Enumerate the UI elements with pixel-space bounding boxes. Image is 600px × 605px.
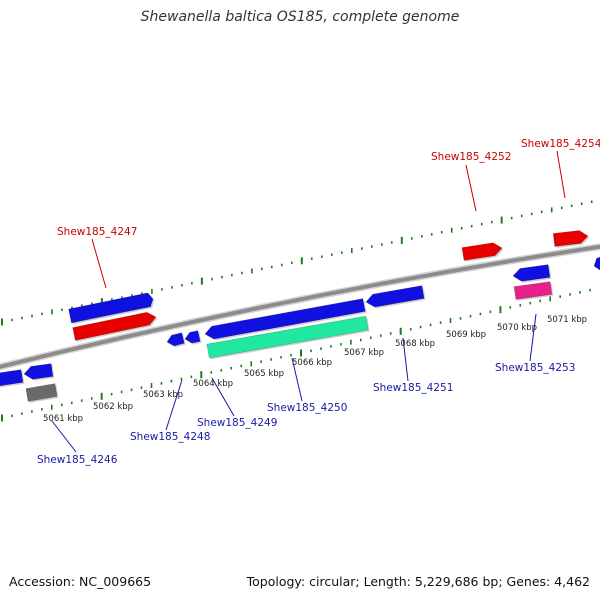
scale-label: 5065 kbp: [244, 369, 284, 379]
gene-label: Shew185_4248: [130, 431, 210, 443]
gene-label: Shew185_4253: [495, 362, 575, 374]
gene-label-leader: [166, 380, 182, 430]
scale-label: 5061 kbp: [43, 414, 83, 424]
reverse-gene-arrow: [366, 286, 424, 307]
reverse-gene-arrow: [185, 331, 200, 344]
scale-label: 5062 kbp: [93, 402, 133, 412]
gene-label: Shew185_4251: [373, 382, 453, 394]
gene-label: Shew185_4249: [197, 417, 277, 429]
map-title: Shewanella baltica OS185, complete genom…: [0, 9, 600, 25]
scale-label: 5066 kbp: [292, 358, 332, 368]
gene-label: Shew185_4254: [521, 138, 600, 150]
gene-label: Shew185_4247: [57, 226, 137, 238]
scale-label: 5068 kbp: [395, 339, 435, 349]
gene-label-leader: [466, 165, 476, 211]
gene-label-leader: [52, 421, 76, 452]
forward-gene-arrow: [462, 243, 502, 261]
gene-label: Shew185_4252: [431, 151, 511, 163]
gene-label: Shew185_4250: [267, 402, 347, 414]
scale-label: 5069 kbp: [446, 330, 486, 340]
reverse-gene-arrow: [24, 364, 53, 380]
gene-label-leader: [530, 314, 536, 361]
gene-label-leader: [92, 239, 106, 288]
gene-label: Shew185_4246: [37, 454, 118, 466]
scale-label: 5071 kbp: [547, 315, 587, 325]
gene-label-leader: [557, 151, 565, 198]
accession-text: Accession: NC_009665: [9, 574, 151, 589]
scale-label: 5070 kbp: [497, 323, 537, 333]
scale-label: 5067 kbp: [344, 348, 384, 358]
genome-summary-text: Topology: circular; Length: 5,229,686 bp…: [247, 574, 590, 589]
